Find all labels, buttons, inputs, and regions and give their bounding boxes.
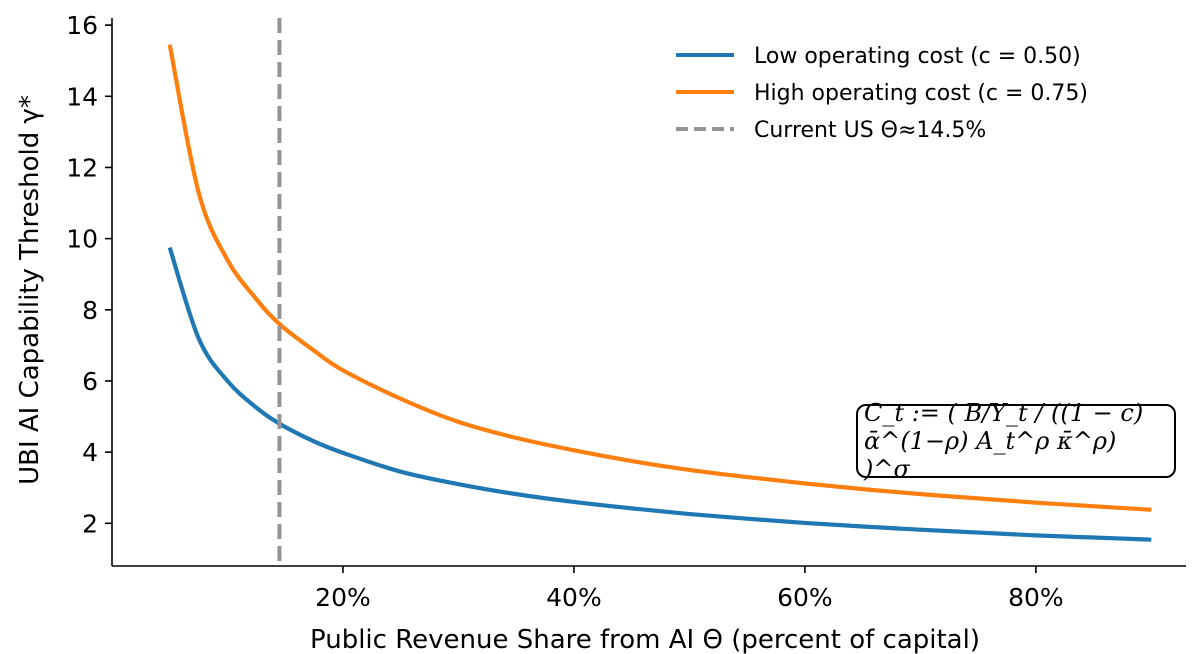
x-tick-label: 40% xyxy=(546,583,602,612)
y-tick-label: 8 xyxy=(82,296,98,325)
axes xyxy=(111,18,1186,567)
y-tick-label: 6 xyxy=(82,367,98,396)
x-axis-label: Public Revenue Share from AI Θ (percent … xyxy=(310,625,980,654)
x-tick-label: 20% xyxy=(315,583,371,612)
series-line-0 xyxy=(167,246,1152,542)
legend-label-1: High operating cost (c = 0.75) xyxy=(754,81,1088,106)
y-tick-label: 4 xyxy=(82,438,98,467)
formula-text: C_t := ( B/Y_t / ((1 − c) ᾱ^(1−ρ) A_t^ρ … xyxy=(864,399,1144,483)
formula-annotation-box xyxy=(856,404,1176,478)
y-tick-label: 2 xyxy=(82,509,98,538)
y-tick-label: 12 xyxy=(66,153,98,182)
series-line-1 xyxy=(167,44,1152,512)
y-axis-label: UBI AI Capability Threshold γ* xyxy=(15,95,45,485)
y-tick-label: 10 xyxy=(66,225,98,254)
ticks: 20% 40% 60% 80% 2 4 6 8 10 12 14 16 xyxy=(66,11,1063,612)
y-tick-label: 16 xyxy=(66,11,98,40)
series-layer xyxy=(167,44,1152,542)
legend-label-2: Current US Θ≈14.5% xyxy=(754,118,986,143)
legend-label-0: Low operating cost (c = 0.50) xyxy=(754,44,1081,69)
legend: Low operating cost (c = 0.50) High operat… xyxy=(676,44,1088,143)
y-tick-label: 14 xyxy=(66,82,98,111)
x-tick-label: 60% xyxy=(777,583,833,612)
x-tick-label: 80% xyxy=(1008,583,1064,612)
formula-annotation: C_t := ( B/Y_t / ((1 − c) ᾱ^(1−ρ) A_t^ρ … xyxy=(864,399,1168,483)
